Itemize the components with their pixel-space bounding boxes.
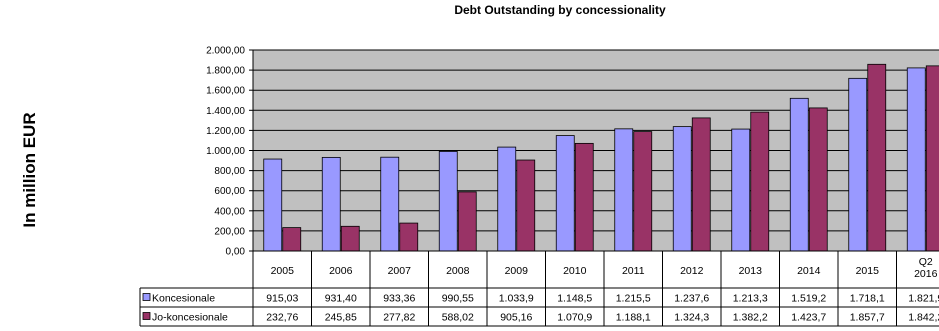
category-label: 2007 [388, 265, 412, 277]
legend-key [142, 312, 151, 320]
category-label: 2012 [680, 265, 704, 277]
y-tick-label: 1.400,00 [206, 106, 245, 117]
bar-koncesionale [789, 97, 809, 252]
legend-label: Jo-koncesionale [152, 312, 228, 324]
data-label: 1.188,1 [616, 312, 651, 324]
bar-jo-koncesionale [750, 111, 770, 252]
category-label: 2016 [914, 268, 938, 280]
category-label: 2009 [505, 265, 529, 277]
data-label: 1.213,3 [733, 293, 768, 305]
data-label: 931,40 [325, 293, 357, 305]
bar-jo-koncesionale [574, 142, 594, 252]
data-label: 245,85 [325, 312, 357, 324]
data-label: 1.324,3 [674, 312, 709, 324]
category-label: 2008 [446, 265, 470, 277]
bar-koncesionale [380, 156, 400, 252]
category-label: 2006 [329, 265, 353, 277]
data-label: 1.423,7 [791, 312, 826, 324]
data-label: 1.842,2 [908, 312, 939, 324]
bar-jo-koncesionale [808, 107, 828, 252]
category-label: 2011 [622, 265, 645, 277]
bar-jo-koncesionale [282, 227, 302, 252]
bar-koncesionale [731, 128, 751, 252]
legend-key [142, 293, 151, 301]
bar-koncesionale [906, 67, 926, 252]
bar-jo-koncesionale [867, 63, 887, 252]
bar-jo-koncesionale [457, 191, 477, 252]
bar-koncesionale [263, 158, 283, 252]
data-label: 1.519,2 [791, 293, 826, 305]
y-tick-label: 1.600,00 [206, 86, 245, 97]
category-label: 2013 [739, 265, 763, 277]
category-label: 2014 [797, 265, 821, 277]
bar-koncesionale [497, 146, 517, 252]
bar-koncesionale [848, 77, 868, 252]
bar-jo-koncesionale [925, 65, 939, 252]
y-tick-label: 2.000,00 [206, 46, 245, 57]
bar-jo-koncesionale [516, 159, 536, 252]
y-tick-label: 0,00 [226, 247, 246, 258]
category-label: 2010 [563, 265, 587, 277]
y-tick-label: 400,00 [214, 206, 245, 217]
bar-jo-koncesionale [633, 131, 653, 252]
bar-koncesionale [438, 151, 458, 252]
bar-koncesionale [672, 126, 692, 252]
chart-title: Debt Outstanding by concessionality [454, 3, 666, 17]
bar-koncesionale [555, 135, 575, 252]
y-tick-label: 600,00 [214, 186, 245, 197]
y-tick-label: 200,00 [214, 226, 245, 237]
bar-jo-koncesionale [340, 225, 360, 252]
y-tick-label: 1.800,00 [206, 66, 245, 77]
data-label: 1.718,1 [850, 293, 885, 305]
data-label: 1.215,5 [616, 293, 651, 305]
data-label: 588,02 [442, 312, 474, 324]
data-label: 905,16 [500, 312, 532, 324]
data-label: 232,76 [266, 312, 298, 324]
category-label: 2015 [856, 265, 880, 277]
y-tick-label: 1.200,00 [206, 126, 245, 137]
data-label: 1.237,6 [674, 293, 709, 305]
legend-label: Koncesionale [152, 293, 215, 305]
data-label: 915,03 [266, 293, 298, 305]
y-tick-label: 1.000,00 [206, 146, 245, 157]
bar-jo-koncesionale [399, 222, 419, 252]
bar-koncesionale [321, 156, 341, 252]
bar-koncesionale [614, 128, 634, 252]
data-label: 1.857,7 [850, 312, 885, 324]
data-label: 1.033,9 [499, 293, 534, 305]
data-label: 1.148,5 [557, 293, 592, 305]
category-label: Q2 [919, 256, 933, 268]
data-label: 990,55 [442, 293, 474, 305]
data-label: 933,36 [383, 293, 415, 305]
category-label: 2005 [271, 265, 295, 277]
y-tick-label: 800,00 [214, 166, 245, 177]
data-label: 1.382,2 [733, 312, 768, 324]
data-label: 1.070,9 [557, 312, 592, 324]
bar-jo-koncesionale [691, 117, 711, 252]
data-label: 277,82 [383, 312, 415, 324]
data-label: 1.821,9 [908, 293, 939, 305]
